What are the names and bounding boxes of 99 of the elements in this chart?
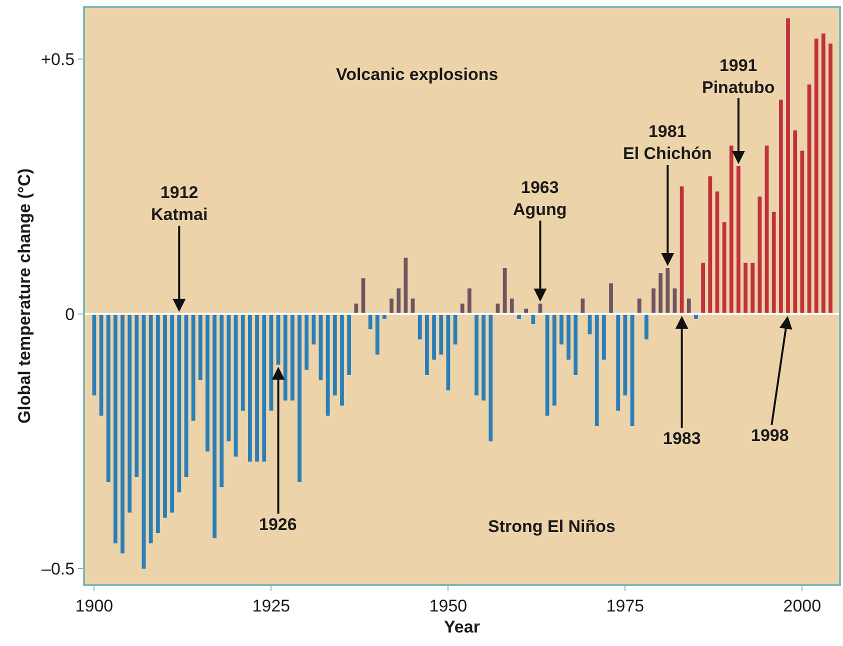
bar — [772, 212, 776, 314]
bar — [114, 314, 118, 544]
bar — [240, 314, 245, 411]
bar — [298, 314, 302, 482]
annotation: 1912 Katmai — [151, 183, 208, 224]
bar — [347, 314, 352, 376]
bar — [290, 314, 294, 400]
bar — [680, 186, 684, 314]
bar — [594, 314, 599, 426]
bar — [482, 314, 486, 400]
bar — [234, 314, 238, 457]
bar — [134, 314, 139, 477]
bar — [248, 314, 252, 462]
bar — [658, 273, 663, 314]
bar — [120, 314, 124, 554]
bar — [552, 314, 556, 406]
bar — [510, 298, 514, 314]
bar — [396, 288, 401, 314]
bar — [750, 262, 755, 314]
bar — [828, 44, 832, 314]
bar — [439, 314, 444, 355]
bar — [375, 314, 380, 355]
bar — [800, 150, 804, 314]
bar — [502, 268, 507, 314]
bar — [156, 314, 160, 534]
bar — [220, 314, 224, 488]
x-tick-label: 1900 — [75, 596, 114, 616]
bar — [786, 18, 790, 314]
annotation: 1991 Pinatubo — [702, 56, 775, 98]
bar — [390, 298, 394, 314]
bar — [312, 314, 316, 344]
bar — [644, 314, 648, 340]
bar — [206, 314, 210, 452]
x-tick-label: 1950 — [429, 596, 468, 616]
bar — [637, 298, 642, 314]
bar — [255, 314, 259, 462]
annotation: Volcanic explosions — [336, 65, 498, 84]
bar — [793, 130, 798, 314]
bar — [666, 268, 670, 314]
bar — [652, 288, 656, 314]
bar — [148, 314, 153, 544]
bar — [764, 146, 769, 314]
bar — [177, 314, 182, 492]
bar — [701, 262, 706, 314]
bar — [814, 38, 818, 314]
bar — [467, 288, 472, 314]
bar — [729, 146, 734, 314]
bar — [779, 100, 783, 314]
bar — [163, 314, 167, 518]
bar — [616, 314, 620, 411]
bar — [304, 314, 309, 370]
bar — [354, 304, 358, 314]
bar — [198, 314, 202, 380]
bar — [106, 314, 110, 482]
bar — [474, 314, 478, 396]
x-tick-label: 1925 — [252, 596, 290, 616]
bar — [807, 84, 812, 314]
x-axis-title: Year — [444, 617, 480, 636]
y-tick-label: 0 — [65, 304, 75, 324]
bar — [708, 176, 712, 314]
bar — [574, 314, 578, 376]
annotation: 1963 Agung — [513, 178, 567, 220]
bar — [418, 314, 422, 340]
bar — [212, 314, 217, 538]
bar — [531, 314, 536, 324]
bar — [332, 314, 337, 396]
bar — [623, 314, 628, 396]
bar — [488, 314, 493, 442]
bar — [368, 314, 372, 330]
x-tick-label: 1975 — [606, 596, 644, 616]
bar — [283, 314, 288, 400]
annotation: 1998 — [751, 426, 789, 445]
annotation: 1926 — [259, 515, 297, 534]
annotation: 1983 — [663, 429, 701, 448]
bar — [609, 283, 613, 314]
bar — [821, 33, 826, 314]
bar — [425, 314, 429, 376]
bar — [340, 314, 344, 406]
bar — [432, 314, 436, 360]
x-tick-label: 2000 — [783, 596, 822, 616]
bar — [326, 314, 330, 416]
bar — [191, 314, 196, 421]
y-tick-label: +0.5 — [41, 50, 75, 69]
bar — [128, 314, 132, 513]
y-tick-label: –0.5 — [42, 560, 75, 579]
bar — [545, 314, 550, 416]
bar — [686, 298, 691, 314]
bar — [560, 314, 564, 344]
bar — [460, 304, 464, 314]
bar — [262, 314, 266, 462]
y-axis-title: Global temperature change (°C) — [15, 168, 34, 424]
bar — [722, 222, 726, 314]
bar — [744, 262, 748, 314]
annotation: Strong El Niños — [488, 517, 616, 536]
annotation: 1981 El Chichón — [623, 122, 712, 164]
bar — [602, 314, 606, 360]
bar — [566, 314, 570, 360]
bar — [170, 314, 174, 513]
bar — [736, 166, 740, 314]
